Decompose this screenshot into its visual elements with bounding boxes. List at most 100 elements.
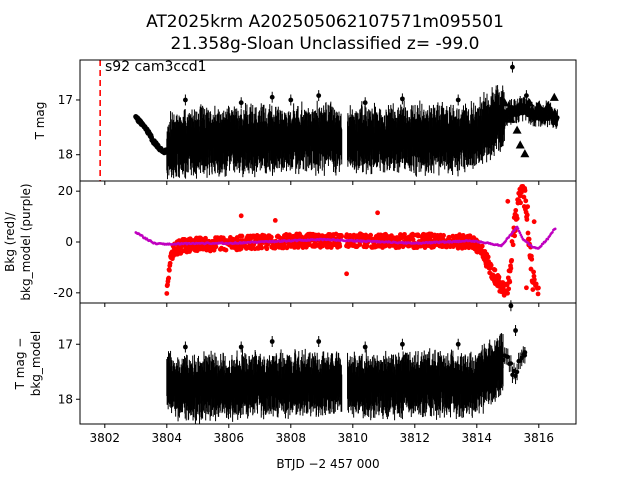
background-outlier: [517, 191, 523, 197]
y-axis-label: Bkg (red)/: [3, 211, 17, 272]
outlier-point: [238, 100, 244, 106]
y-tick-label: 17: [58, 337, 73, 351]
background-point: [223, 247, 229, 253]
y-axis-label: bkg_model (purple): [19, 183, 33, 300]
background-point: [526, 236, 532, 242]
background-point: [512, 233, 518, 239]
background-point: [357, 242, 363, 247]
outlier-point: [524, 93, 529, 98]
background-point: [525, 204, 531, 210]
upper-limit-marker: [515, 140, 525, 149]
data-point: [555, 115, 560, 120]
y-axis-label: T mag: [33, 102, 47, 141]
background-point: [530, 287, 536, 293]
background-point: [492, 267, 498, 273]
background-point: [524, 212, 530, 218]
background-point: [529, 256, 535, 262]
outlier-point: [269, 94, 275, 100]
outlier-point: [316, 93, 322, 98]
background-point: [524, 217, 530, 222]
outlier-point: [455, 97, 461, 103]
background-point: [521, 194, 527, 200]
x-tick-label: 3808: [276, 431, 307, 445]
background-point: [535, 291, 541, 297]
background-point: [364, 243, 370, 249]
background-point: [510, 242, 516, 248]
background-point: [513, 208, 519, 213]
background-point: [508, 265, 514, 271]
background-point: [525, 230, 531, 236]
background-points: [164, 183, 541, 298]
background-point: [533, 281, 539, 287]
background-outlier: [375, 210, 380, 216]
outlier-point: [510, 64, 515, 70]
background-point: [505, 290, 510, 296]
background-point: [213, 244, 219, 250]
background-point: [166, 275, 172, 281]
corrected-light-curve: [166, 333, 528, 425]
y-tick-label: 0: [65, 235, 73, 249]
outlier-point: [400, 96, 405, 102]
y-tick-label: -20: [53, 286, 73, 300]
x-axis-label: BTJD −2 457 000: [276, 457, 379, 471]
y-tick-label: 18: [58, 148, 73, 162]
background-point: [167, 260, 173, 266]
outlier-point: [269, 339, 275, 344]
x-tick-label: 3806: [214, 431, 245, 445]
outlier-point: [522, 350, 528, 355]
y-tick-label: 18: [58, 392, 73, 406]
outlier-point: [238, 344, 244, 350]
model-point: [551, 230, 554, 234]
outlier-point: [183, 97, 188, 103]
model-point: [504, 239, 508, 242]
background-point: [507, 279, 513, 285]
outlier-point: [362, 344, 368, 350]
background-point: [518, 200, 523, 206]
background-point: [536, 285, 541, 291]
model-point: [518, 231, 522, 235]
data-point: [514, 369, 520, 375]
background-point: [479, 243, 485, 249]
background-point: [259, 245, 265, 251]
upper-limit-marker: [500, 98, 510, 107]
upper-limit-marker: [506, 114, 516, 123]
x-tick-label: 3812: [400, 431, 431, 445]
background-point: [264, 246, 270, 252]
outlier-point: [513, 328, 518, 333]
background-outlier: [524, 285, 529, 291]
outlier-point: [508, 303, 514, 309]
background-point: [485, 254, 491, 260]
axes-frame: [79, 302, 577, 425]
upper-limit-marker: [518, 106, 528, 115]
background-outlier: [272, 217, 278, 223]
x-tick-label: 3814: [462, 431, 493, 445]
background-point: [164, 291, 170, 296]
panel-bottom-corrected-magnitude: 17 18 3802 3804 3806 3808 3810 3812 3814 3816 T ma…: [13, 300, 577, 445]
upper-limit-marker: [520, 149, 530, 158]
background-outlier: [344, 271, 349, 277]
light-curve-points: [133, 85, 560, 180]
x-tick-label: 3804: [152, 431, 183, 445]
background-point: [339, 233, 345, 239]
background-outlier: [238, 213, 244, 219]
chart-title-line1: AT2025krm A202505062107571m095501: [146, 12, 504, 32]
background-point: [466, 245, 472, 251]
panel-annotation: s92 cam3ccd1: [105, 59, 207, 75]
model-point: [516, 227, 520, 230]
chart-title-line2: 21.358g-Sloan Unclassified z= -99.0: [171, 34, 480, 54]
background-point: [455, 245, 461, 251]
model-point: [546, 237, 550, 241]
outlier-point: [400, 341, 405, 347]
model-point: [520, 235, 524, 239]
upper-limit-marker: [549, 92, 559, 101]
y-tick-label: 17: [58, 93, 73, 107]
y-axis-label: bkg_model: [29, 331, 43, 397]
data-point: [508, 361, 514, 366]
background-point: [522, 188, 528, 193]
upper-limit-marker: [534, 100, 544, 110]
background-point: [506, 286, 512, 292]
upper-limit-marker: [525, 98, 534, 107]
y-tick-label: 20: [58, 184, 73, 198]
outlier-point: [362, 100, 368, 106]
